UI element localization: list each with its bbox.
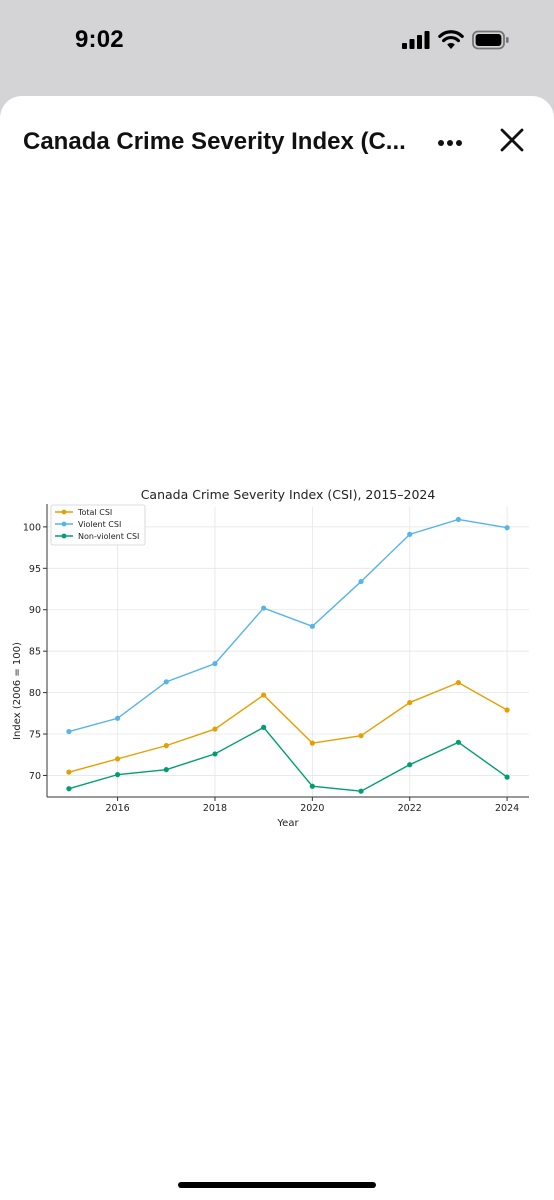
data-point-2015 — [66, 728, 72, 735]
legend-swatch-marker — [61, 521, 67, 527]
y-tick-label-95: 95 — [29, 564, 41, 575]
home-indicator — [178, 1182, 376, 1188]
x-tick-label-2018: 2018 — [203, 803, 227, 814]
series-non-violent-csi — [66, 724, 510, 794]
data-point-2019 — [261, 605, 267, 611]
x-tick-label-2024: 2024 — [495, 803, 519, 814]
y-tick-label-70: 70 — [29, 771, 41, 782]
data-point-2015 — [66, 769, 72, 775]
data-point-2016 — [114, 715, 121, 721]
data-point-2018 — [212, 661, 218, 667]
y-tick-label-85: 85 — [29, 647, 41, 658]
y-axis-label: Index (2006 = 100) — [12, 642, 23, 740]
more-options-button[interactable] — [430, 128, 470, 158]
legend-label: Violent CSI — [78, 520, 121, 529]
data-point-2022 — [407, 531, 413, 537]
battery-icon — [472, 30, 510, 55]
data-point-2019 — [261, 724, 267, 730]
more-icon — [437, 134, 463, 152]
data-point-2020 — [309, 623, 315, 629]
status-time: 9:02 — [75, 26, 124, 53]
series-line — [68, 681, 508, 773]
data-point-2019 — [261, 692, 267, 698]
y-tick-label-100: 100 — [23, 522, 41, 533]
legend-label: Total CSI — [77, 508, 112, 517]
data-point-2023 — [455, 680, 462, 686]
legend-box — [50, 504, 146, 546]
data-point-2017 — [163, 679, 169, 685]
legend-item: Total CSI — [55, 508, 112, 517]
data-point-2017 — [163, 743, 169, 749]
legend-swatch-marker — [61, 533, 67, 539]
data-point-2017 — [163, 767, 169, 773]
chart-title: Canada Crime Severity Index (CSI), 2015–… — [141, 487, 436, 502]
data-point-2015 — [66, 786, 72, 792]
chart-grid — [47, 507, 529, 797]
signal-icon — [402, 30, 430, 54]
data-point-2021 — [358, 788, 364, 794]
close-button[interactable] — [494, 124, 530, 160]
chart-axes — [46, 504, 529, 798]
legend-item: Non-violent CSI — [55, 532, 139, 541]
data-point-2022 — [407, 762, 413, 768]
legend-item: Violent CSI — [55, 520, 121, 529]
data-point-2023 — [455, 516, 462, 523]
data-point-2024 — [504, 525, 510, 531]
data-point-2021 — [358, 733, 364, 739]
data-point-2020 — [309, 740, 315, 746]
legend-swatch-marker — [61, 509, 67, 515]
data-point-2024 — [504, 774, 510, 780]
data-point-2023 — [455, 739, 462, 745]
series-line — [68, 726, 508, 792]
series-violent-csi — [66, 516, 510, 735]
chart-image: Canada Crime Severity Index (CSI), 2015–… — [0, 476, 554, 836]
x-tick-label-2020: 2020 — [300, 803, 324, 814]
data-point-2022 — [407, 699, 413, 706]
wifi-icon — [438, 29, 464, 55]
legend-label: Non-violent CSI — [78, 532, 139, 541]
x-tick-label-2022: 2022 — [398, 803, 422, 814]
y-tick-label-75: 75 — [29, 730, 41, 741]
status-bar: 9:02 — [0, 0, 554, 96]
sheet-title: Canada Crime Severity Index (C... — [23, 128, 406, 155]
chart-ticks: 2016 2018 2020 2022 2024 70 75 80 85 90 95 100 — [23, 522, 519, 814]
crime-severity-chart: Canada Crime Severity Index (CSI), 2015–… — [12, 487, 529, 829]
data-point-2018 — [212, 751, 218, 757]
sheet-header: Canada Crime Severity Index (C... — [0, 96, 554, 196]
data-point-2018 — [212, 726, 218, 732]
status-icons — [402, 29, 510, 55]
close-icon — [500, 128, 524, 157]
data-point-2016 — [114, 772, 121, 778]
series-total-csi — [66, 680, 510, 775]
x-tick-label-2016: 2016 — [106, 803, 130, 814]
data-point-2024 — [504, 707, 510, 713]
chart-legend: Total CSI Violent CSI Non-violent CSI — [50, 504, 146, 546]
chart-series — [66, 516, 510, 794]
y-tick-label-90: 90 — [29, 605, 41, 616]
data-point-2021 — [358, 578, 364, 585]
y-tick-label-80: 80 — [29, 688, 41, 699]
data-point-2016 — [114, 756, 121, 762]
image-viewer-sheet: Canada Crime Severity Index (C... Canada… — [0, 96, 554, 1200]
series-line — [68, 518, 508, 733]
x-axis-label: Year — [276, 818, 299, 829]
data-point-2020 — [309, 783, 315, 789]
